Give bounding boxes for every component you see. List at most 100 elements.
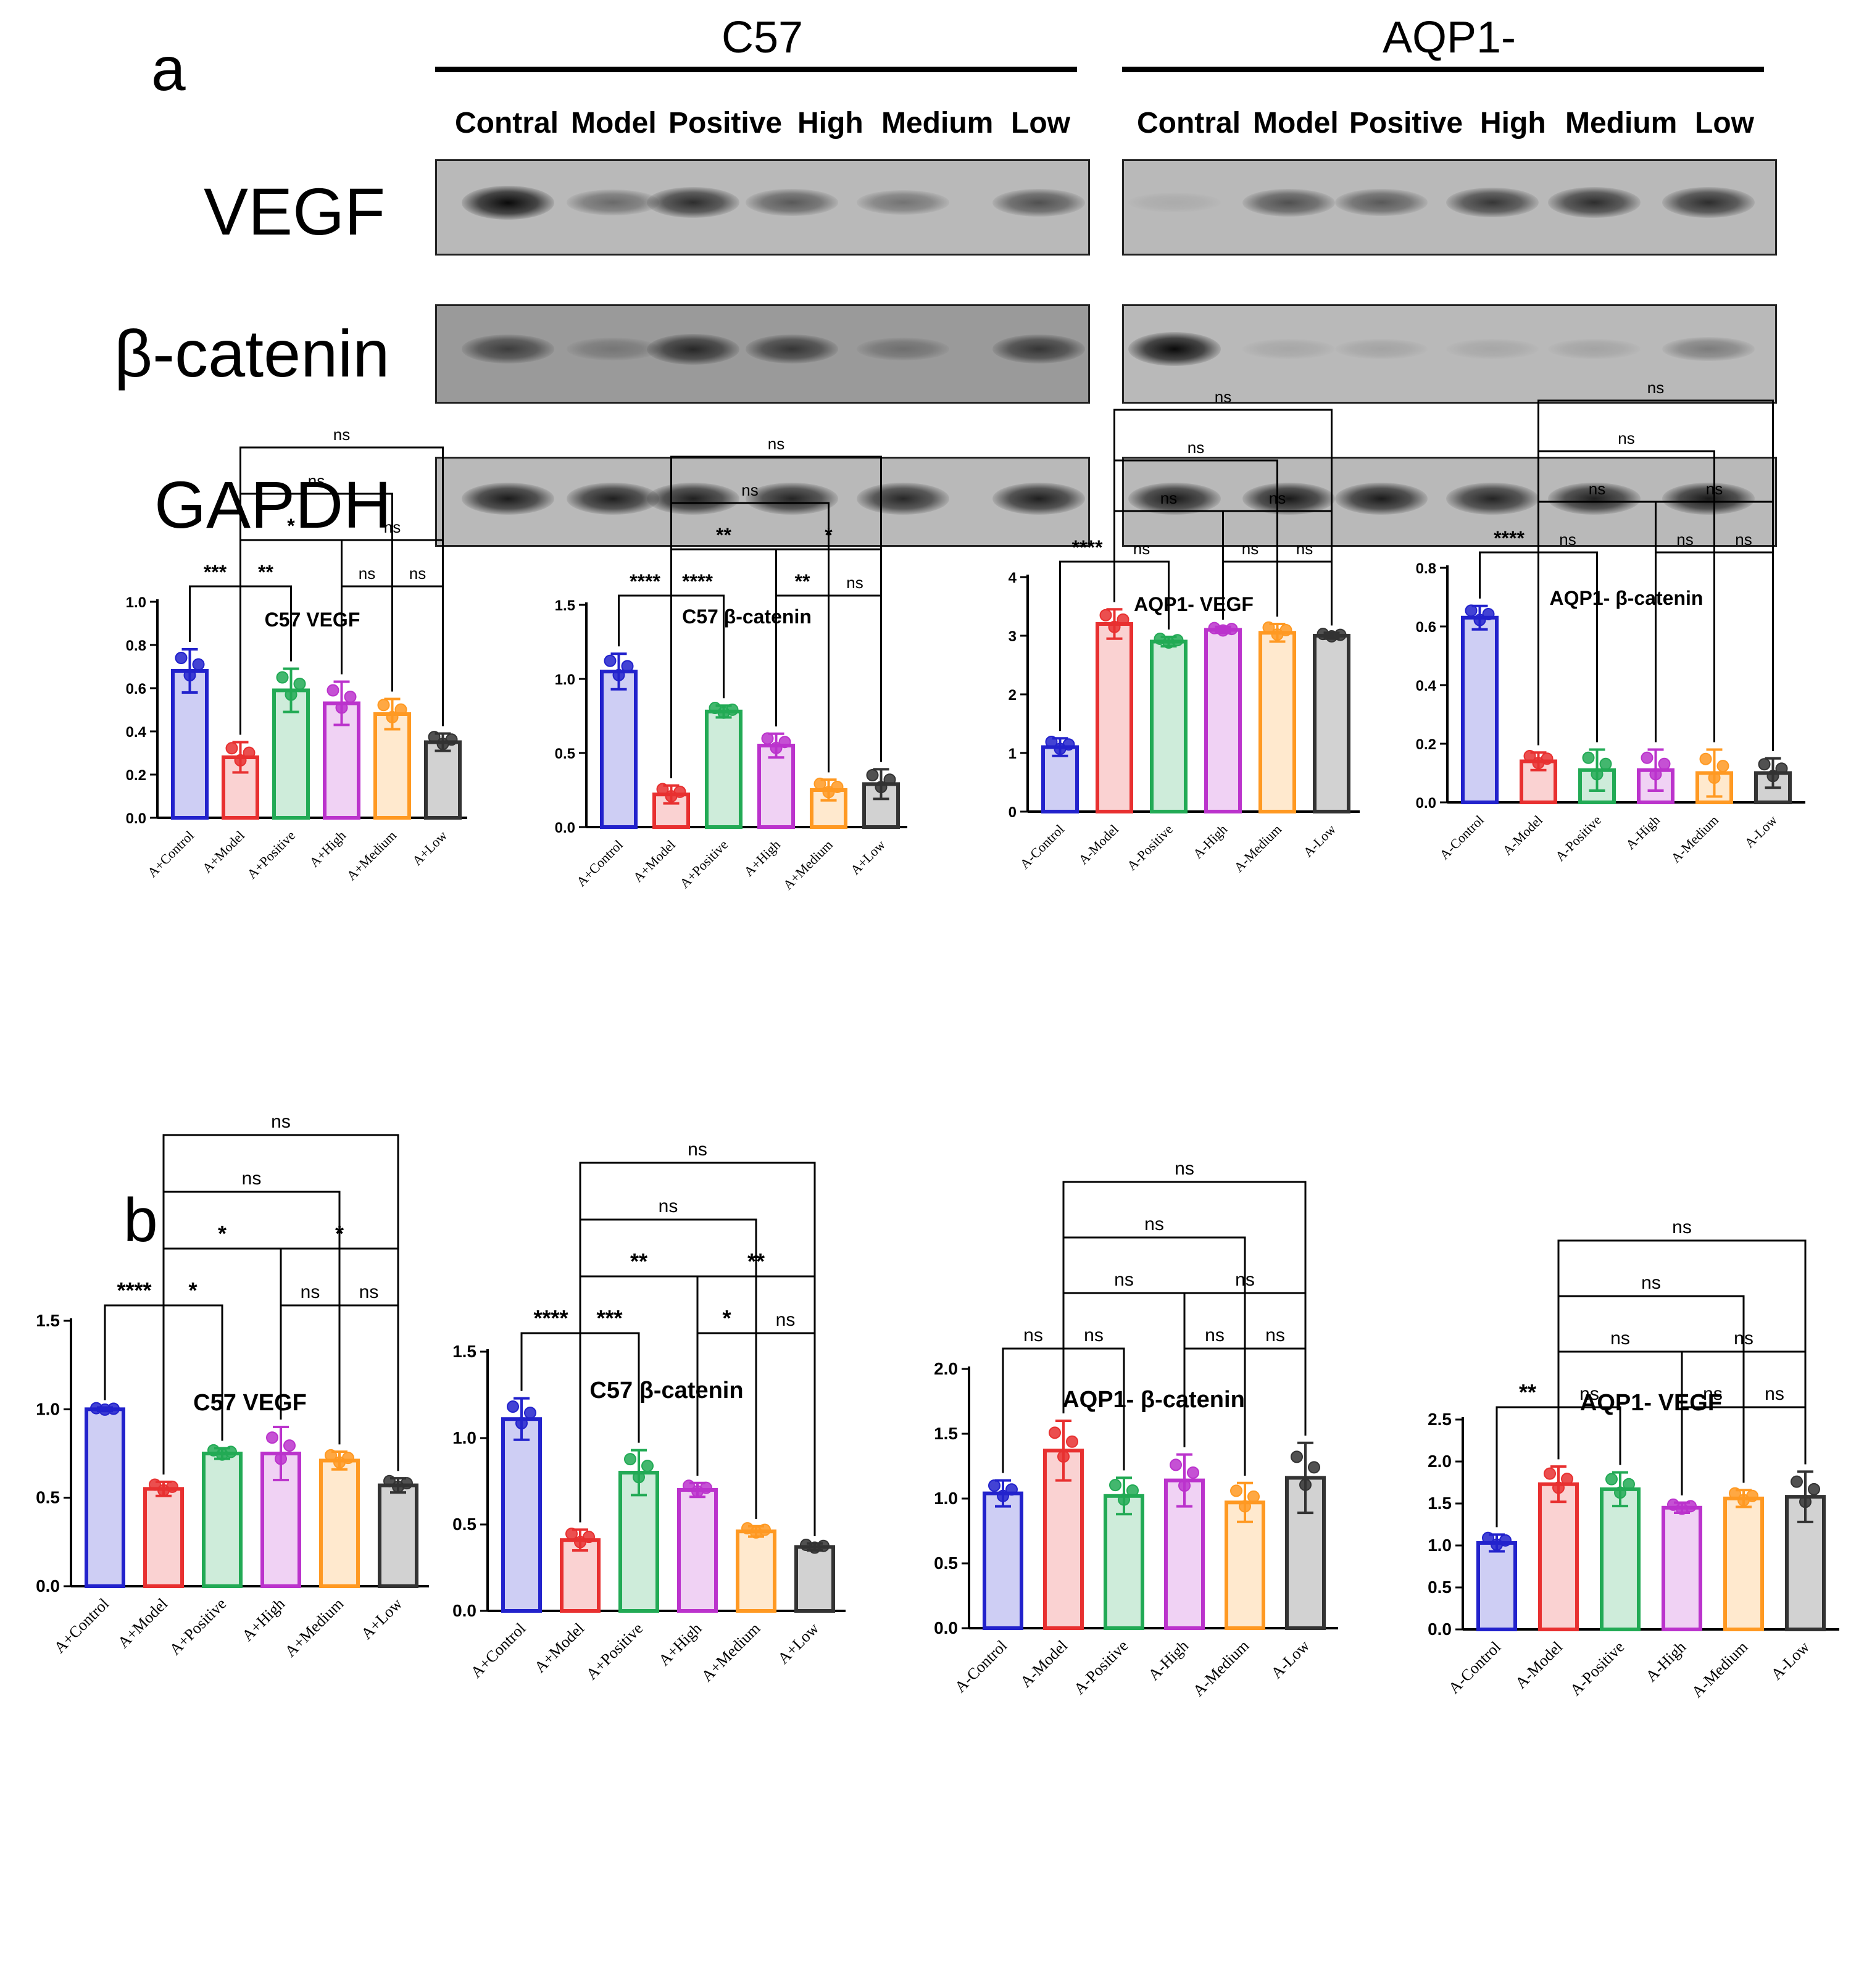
bar — [600, 670, 638, 829]
data-point — [1066, 1435, 1078, 1448]
data-point — [1684, 1500, 1697, 1513]
significance-label: *** — [204, 561, 227, 583]
data-point — [428, 731, 441, 744]
lane-label: Low — [1695, 107, 1754, 139]
blot-strip — [435, 304, 1090, 404]
blot-band — [567, 189, 659, 215]
bar — [1225, 1500, 1265, 1631]
y-tick-label: 1 — [1009, 746, 1017, 762]
significance-label: ns — [1647, 378, 1664, 397]
protein-label: GAPDH — [154, 467, 392, 542]
data-point — [1170, 1458, 1182, 1471]
significance-label: ns — [271, 1112, 291, 1132]
data-point — [633, 1471, 645, 1484]
data-point — [276, 671, 289, 684]
significance-label: ns — [1610, 1328, 1630, 1349]
panel-b-label: b — [123, 1186, 158, 1255]
data-point — [1523, 749, 1536, 762]
blot-band — [746, 483, 838, 515]
data-point — [656, 783, 669, 796]
significance-label: **** — [117, 1278, 151, 1303]
data-point — [1482, 608, 1495, 621]
data-point — [293, 678, 306, 690]
y-tick-label: 0.5 — [934, 1553, 958, 1573]
data-point — [1473, 613, 1486, 626]
y-tick-label: 1.0 — [452, 1428, 476, 1447]
data-point — [1230, 1484, 1242, 1497]
significance-label: **** — [682, 570, 713, 593]
bar — [1662, 1505, 1702, 1632]
data-point — [1614, 1486, 1626, 1499]
data-point — [1005, 1483, 1018, 1496]
error-bar — [1297, 1441, 1313, 1515]
significance-label: ns — [1160, 489, 1177, 507]
y-tick-label: 1.5 — [934, 1424, 958, 1443]
category-label: A-Medium — [1688, 1638, 1751, 1701]
significance-label: * — [287, 515, 295, 537]
data-point — [1552, 1481, 1565, 1494]
y-tick-label: 0.5 — [36, 1488, 60, 1507]
category-label: A-Control — [1445, 1638, 1504, 1697]
blot-band — [746, 334, 838, 364]
blot-band — [1335, 189, 1428, 216]
blot-group-title: AQP1- — [1382, 13, 1516, 62]
chart-title: C57 β-catenin — [682, 605, 812, 628]
data-point — [726, 703, 739, 716]
bar — [677, 1488, 718, 1613]
data-point — [1239, 1500, 1251, 1513]
significance-bracket — [1276, 560, 1333, 626]
significance-bracket — [239, 585, 292, 735]
significance-label: ns — [1084, 1325, 1104, 1345]
significance-label: ns — [359, 564, 375, 583]
y-tick-label: 0.4 — [126, 724, 147, 741]
data-point — [1623, 1478, 1635, 1491]
bar — [85, 1407, 125, 1588]
data-point — [1045, 735, 1058, 748]
y-tick-label: 1.0 — [36, 1399, 60, 1418]
significance-bracket — [1113, 560, 1170, 630]
chart-title: AQP1- β-catenin — [1550, 587, 1704, 609]
data-point — [1599, 757, 1612, 770]
data-point — [1225, 623, 1238, 636]
data-point — [1591, 768, 1604, 781]
data-point — [883, 773, 896, 786]
significance-label: ns — [659, 1196, 678, 1217]
significance-label: ns — [1735, 530, 1752, 549]
significance-label: ns — [1706, 480, 1723, 498]
data-point — [1808, 1483, 1820, 1495]
data-point — [604, 654, 617, 667]
data-point — [327, 684, 339, 697]
data-point — [641, 1460, 654, 1473]
lane-label: High — [797, 107, 863, 139]
significance-label: ns — [1265, 1325, 1285, 1345]
data-point — [175, 652, 188, 664]
data-point — [243, 746, 256, 759]
y-tick-label: 1.5 — [452, 1342, 476, 1361]
y-tick-label: 2.0 — [1428, 1452, 1452, 1471]
data-point — [624, 1453, 636, 1466]
significance-label: ** — [1519, 1379, 1536, 1405]
blot-band — [1446, 483, 1539, 515]
significance-label: ns — [1269, 489, 1286, 507]
data-point — [813, 777, 826, 790]
y-tick-label: 1.0 — [1428, 1536, 1452, 1555]
blot-strip — [435, 457, 1090, 547]
blot-band — [1242, 339, 1335, 359]
lane-label: Contral — [1137, 107, 1241, 139]
significance-bracket — [1537, 551, 1598, 746]
chart-title: AQP1- VEGF — [1580, 1390, 1722, 1416]
blot-band — [1548, 483, 1641, 515]
data-point — [1117, 613, 1129, 626]
y-tick-label: 0.6 — [126, 681, 146, 697]
panel-a-label: a — [151, 35, 186, 104]
lane-label: Positive — [1349, 107, 1463, 139]
data-point — [1658, 757, 1671, 770]
blot-band — [746, 189, 838, 216]
data-point — [1291, 1450, 1303, 1463]
significance-label: ns — [1114, 1270, 1134, 1290]
y-tick-label: 0.0 — [36, 1576, 60, 1595]
